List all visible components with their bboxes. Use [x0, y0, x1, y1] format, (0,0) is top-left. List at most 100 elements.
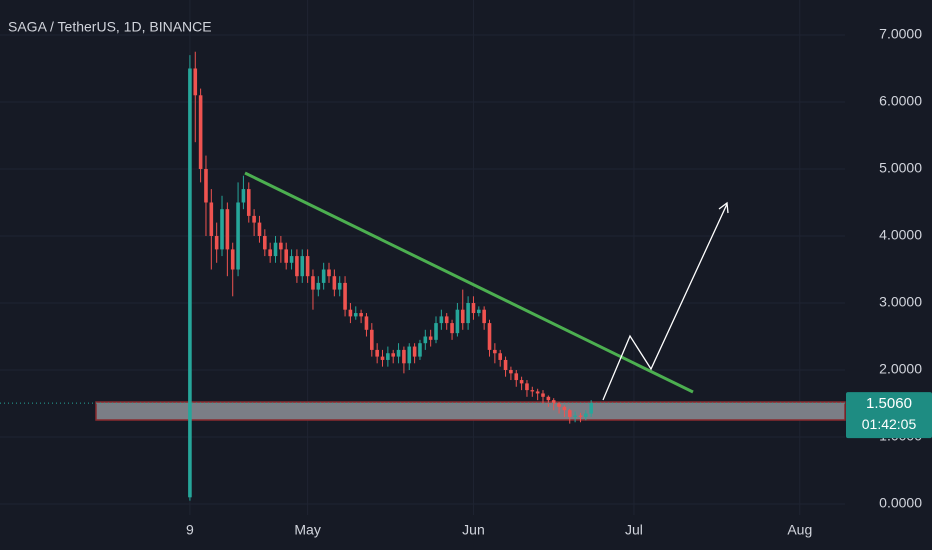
candle-body — [380, 356, 385, 360]
candle-body — [353, 313, 358, 317]
x-tick-label: 9 — [186, 522, 194, 538]
support-zone — [95, 401, 846, 421]
candle-body — [589, 403, 593, 414]
candle-body — [343, 282, 347, 310]
chart-title: SAGA / TetherUS, 1D, BINANCE — [8, 19, 212, 35]
candle-body — [460, 309, 465, 324]
candle-body — [423, 336, 428, 344]
candle-body — [541, 393, 545, 397]
candle-body — [493, 349, 497, 354]
x-tick-label: May — [294, 522, 320, 538]
candle-body — [578, 415, 583, 417]
candle-body — [204, 168, 208, 203]
candle-body — [332, 276, 337, 290]
candle-body — [295, 256, 299, 277]
candle-body — [519, 380, 524, 384]
y-tick-label: 7.0000 — [879, 26, 922, 42]
candle-body — [391, 353, 396, 357]
candle-body — [230, 249, 235, 270]
x-tick-label: Aug — [787, 522, 812, 538]
candle-body — [214, 235, 219, 250]
candle-body — [289, 256, 294, 263]
candle-body — [455, 309, 460, 334]
trendline — [244, 171, 694, 394]
candle-body — [444, 316, 449, 324]
candle-body — [584, 413, 588, 417]
candle-body — [482, 309, 486, 324]
candle-body — [551, 400, 556, 404]
candle-body — [359, 313, 363, 317]
candle-body — [503, 359, 508, 371]
candle-body — [428, 336, 433, 340]
candle-body — [546, 396, 551, 401]
candle-body — [477, 309, 481, 314]
candle-body — [198, 95, 203, 169]
candle-body — [263, 235, 267, 250]
candle-body — [439, 316, 444, 324]
candle-body — [257, 222, 262, 236]
projection-path — [602, 203, 728, 401]
candle-body — [321, 269, 326, 283]
candle-body — [530, 390, 535, 392]
candle-body — [402, 349, 406, 364]
candle-body — [220, 209, 224, 250]
projection-arrowhead — [718, 201, 729, 214]
candle-body — [498, 353, 503, 360]
candle-body — [466, 302, 470, 324]
candle-body — [567, 410, 572, 417]
x-tick-label: Jul — [625, 522, 643, 538]
candle-body — [279, 242, 283, 250]
candle-body — [573, 415, 577, 417]
candle-body — [209, 202, 214, 236]
candle-body — [284, 249, 289, 263]
candle-body — [268, 249, 272, 257]
grid — [0, 0, 845, 515]
candle-body — [188, 68, 192, 498]
x-tick-label: Jun — [462, 522, 485, 538]
candle-body — [525, 383, 529, 391]
candle-body — [364, 316, 369, 330]
candle-body — [487, 323, 492, 350]
candle-body — [471, 302, 476, 314]
y-tick-label: 6.0000 — [879, 93, 922, 109]
candle-body — [305, 256, 310, 277]
candle-body — [246, 189, 251, 216]
candle-body — [514, 373, 519, 381]
last-price-box — [846, 392, 932, 439]
y-tick-label: 0.0000 — [879, 495, 922, 511]
candle-body — [193, 68, 198, 96]
candle-body — [370, 329, 374, 350]
candle-body — [396, 349, 401, 357]
candle-body — [311, 276, 315, 290]
candle-body — [273, 242, 278, 257]
candle-body — [562, 406, 567, 411]
candle-body — [509, 370, 513, 374]
candle-body — [375, 349, 379, 357]
y-tick-label: 5.0000 — [879, 160, 922, 176]
candle-body — [225, 209, 230, 250]
candle-body — [434, 323, 438, 340]
candles — [188, 51, 593, 501]
countdown-label: 01:42:05 — [862, 416, 917, 432]
candle-body — [300, 256, 305, 277]
candle-body — [241, 189, 246, 203]
candle-body — [450, 323, 454, 334]
candle-body — [337, 282, 342, 290]
last-price-label: 1.5060 — [866, 395, 912, 412]
candle-body — [386, 353, 390, 360]
candle-body — [418, 343, 422, 357]
candle-body — [407, 346, 412, 364]
candle-body — [316, 282, 321, 290]
y-tick-label: 3.0000 — [879, 294, 922, 310]
candle-body — [535, 391, 540, 394]
y-tick-label: 2.0000 — [879, 361, 922, 377]
y-tick-label: 4.0000 — [879, 227, 922, 243]
axes: 0.00001.00002.00003.00004.00005.00006.00… — [0, 26, 932, 538]
candle-body — [412, 346, 417, 357]
candle-body — [348, 309, 353, 317]
candle-body — [236, 202, 240, 270]
candle-body — [557, 403, 561, 407]
